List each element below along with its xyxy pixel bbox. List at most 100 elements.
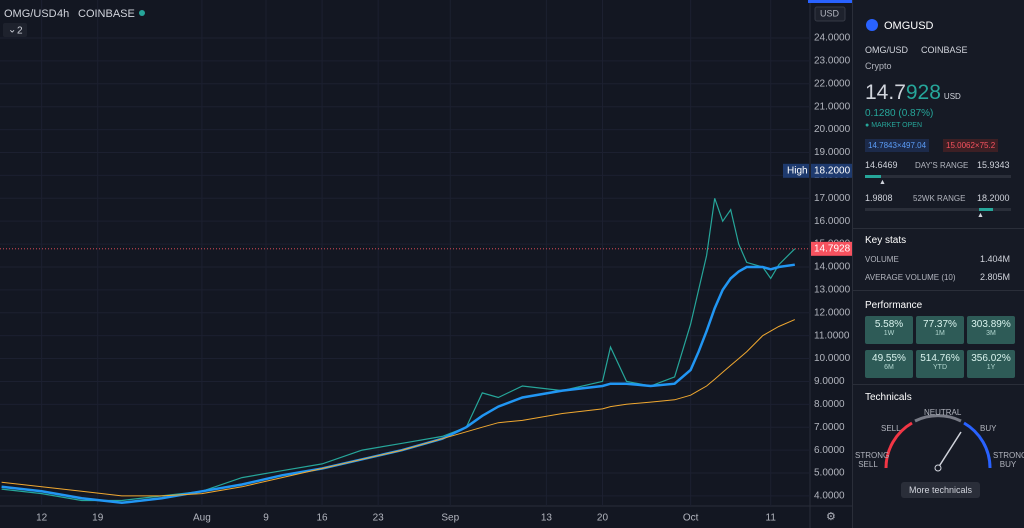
series-line [1, 198, 796, 502]
perf-value: 514.76% [920, 353, 960, 364]
price: 14.7928 USD [865, 81, 961, 105]
y-tick-label: 21.0000 [814, 101, 851, 112]
x-tick-label: 20 [597, 513, 609, 524]
bid: 14.7843×497.04 [865, 139, 930, 152]
x-tick-label: 19 [92, 513, 104, 524]
y-tick-label: 8.0000 [814, 399, 845, 410]
perf-tile: 49.55% 6M [865, 350, 913, 378]
day-marker: ▲ [879, 179, 886, 186]
perf-value: 49.55% [872, 353, 906, 364]
x-tick-label: 9 [263, 513, 269, 524]
y-tick-label: 17.0000 [814, 193, 851, 204]
gauge-strong-buy: STRONG BUY [993, 451, 1024, 469]
perf-value: 303.89% [971, 319, 1011, 330]
high-price-label: 18.2000 [814, 165, 851, 176]
series-line [1, 319, 795, 497]
exchange: COINBASE [921, 45, 968, 55]
currency: USD [820, 8, 840, 18]
y-tick-label: 14.0000 [814, 262, 851, 273]
y-tick-label: 10.0000 [814, 353, 851, 364]
perf-value: 5.58% [874, 319, 904, 330]
divider [853, 384, 1024, 385]
exchange[interactable]: COINBASE [78, 8, 135, 20]
perf-tile: 77.37% 1M [916, 316, 964, 344]
interval[interactable]: 4h [57, 8, 69, 20]
status: ● MARKET OPEN [865, 122, 923, 129]
perf-period: 1M [935, 330, 945, 337]
category: Crypto [865, 61, 892, 71]
stat-label: VOLUME [865, 255, 899, 264]
ticker-icon [866, 19, 878, 31]
more-technicals[interactable]: More technicals [901, 482, 981, 498]
technicals-title: Technicals [865, 392, 912, 403]
status-dot [139, 10, 145, 16]
perf-period: 1W [883, 330, 895, 337]
perf-tile: 356.02% 1Y [967, 350, 1015, 378]
x-tick-label: Aug [193, 513, 211, 524]
gauge-hub [934, 464, 942, 472]
x-tick-label: Oct [683, 513, 699, 524]
currency-box[interactable] [814, 6, 846, 22]
y-tick-label: 22.0000 [814, 78, 851, 89]
settings-icon[interactable]: ⚙ [826, 511, 836, 523]
gauge-buy [963, 421, 992, 469]
perf-value: 356.02% [971, 353, 1011, 364]
gauge-neutral-label: NEUTRAL [924, 408, 962, 417]
indicator-caret: ⌄ [8, 25, 16, 36]
y-tick-label: 19.0000 [814, 147, 851, 158]
status-text: MARKET OPEN [871, 122, 923, 129]
perf-period: 1Y [986, 364, 996, 371]
indicator-toggle[interactable] [3, 23, 27, 37]
perf-tile: 303.89% 3M [967, 316, 1015, 344]
high-tag [783, 163, 809, 178]
x-tick-label: 23 [373, 513, 385, 524]
y-tick-label: 6.0000 [814, 445, 845, 456]
y-tick-label: 13.0000 [814, 285, 851, 296]
x-tick-label: 11 [766, 513, 777, 524]
change: 0.1280 (0.87%) [865, 108, 934, 119]
y-tick-label: 9.0000 [814, 376, 845, 387]
gauge [884, 414, 992, 472]
wk-label: 52WK RANGE [913, 194, 966, 203]
perf-tile: 5.58% 1W [865, 316, 913, 344]
y-tick-label: 16.0000 [814, 216, 851, 227]
gauge-neutral [914, 414, 962, 423]
gauge-needle [937, 431, 962, 469]
price-main: 14.7 [865, 81, 906, 104]
x-tick-label: 16 [317, 513, 329, 524]
last-price-label: 14.7928 [814, 243, 851, 254]
y-tick-label: 5.0000 [814, 468, 845, 479]
chart-bg [0, 0, 852, 528]
performance-title: Performance [865, 300, 923, 311]
y-tick-label: 7.0000 [814, 422, 845, 433]
ticker: OMGUSD [884, 20, 934, 32]
perf-period: YTD [933, 364, 947, 371]
high-price-tag [811, 163, 852, 178]
pair: OMG/USD [865, 45, 909, 55]
price-currency: USD [943, 92, 961, 101]
symbol[interactable]: OMG/USD [4, 8, 57, 20]
perf-period: 3M [986, 330, 996, 337]
divider [853, 290, 1024, 291]
y-tick-label: 11.0000 [814, 330, 850, 341]
ask: 15.0062×75.2 [943, 139, 999, 152]
day-low: 14.6469 [865, 160, 898, 170]
stat-value: 2.805M [979, 272, 1010, 282]
y-tick-label: 4.0000 [814, 491, 845, 502]
top-bar [808, 0, 852, 3]
day-label: DAY'S RANGE [915, 161, 969, 170]
day-high: 15.9343 [977, 160, 1010, 170]
stat-label: AVERAGE VOLUME (10) [865, 273, 956, 282]
x-tick-label: Sep [441, 513, 459, 524]
y-tick-label: 12.0000 [814, 307, 851, 318]
chart: OMG/USD 4h COINBASE ⌄ 2 USD ⚙ 4.0000 5.00… [0, 0, 852, 528]
last-price-tag [811, 241, 852, 256]
wk-high: 18.2000 [977, 193, 1010, 203]
side-panel: OMGUSD OMG/USD COINBASE Crypto 14.7928 US… [852, 0, 1024, 528]
y-tick-label: 23.0000 [814, 56, 851, 67]
wk-marker: ▲ [977, 212, 984, 219]
perf-value: 77.37% [923, 319, 957, 330]
gauge-sell [884, 421, 913, 469]
wk-low: 1.9808 [865, 193, 893, 203]
